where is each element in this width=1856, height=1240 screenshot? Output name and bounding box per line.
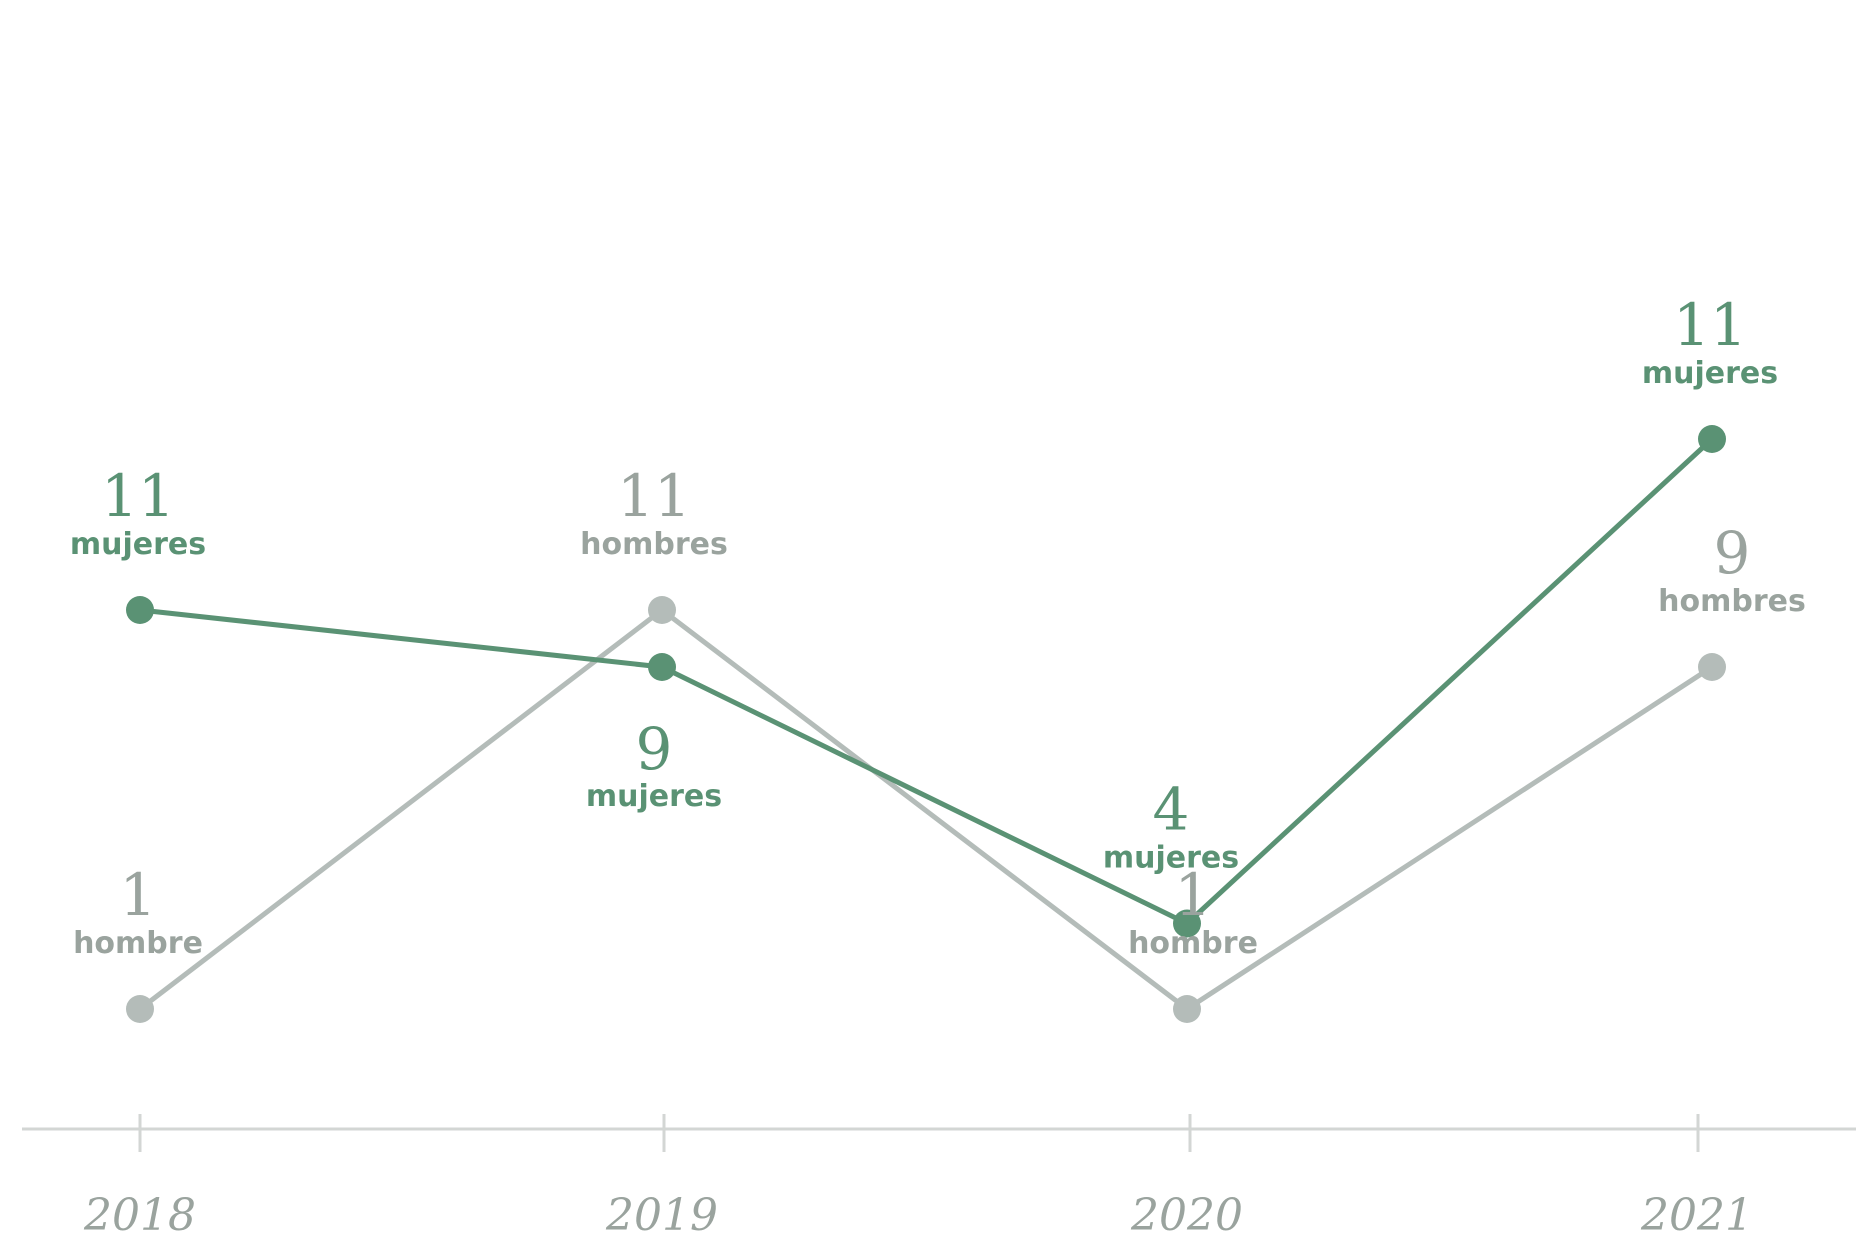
- data-label-unit-0-2018: mujeres: [70, 527, 206, 562]
- x-tick-label-2020: 2020: [1130, 1190, 1243, 1240]
- point-0-2018: [126, 596, 154, 624]
- x-axis-ticks: [138, 1114, 1700, 1152]
- data-label-value-1-2019: 11: [617, 462, 691, 530]
- data-label-value-1-2020: 1: [1175, 861, 1212, 929]
- data-label-unit-0-2020: mujeres: [1103, 841, 1239, 876]
- data-label-value-0-2018: 11: [101, 462, 175, 530]
- point-0-2021: [1698, 425, 1726, 453]
- data-label-value-1-2018: 1: [120, 861, 157, 929]
- x-tick-label-2018: 2018: [83, 1190, 196, 1240]
- series-line-0: [137, 436, 1715, 926]
- x-tick-label-2021: 2021: [1640, 1190, 1753, 1240]
- series-lines: [137, 436, 1715, 1012]
- data-label-value-0-2019: 9: [636, 715, 673, 783]
- data-label-unit-1-2019: hombres: [580, 527, 728, 562]
- point-0-2019: [648, 653, 676, 681]
- series-line-1: [137, 607, 1715, 1012]
- x-tick-label-2019: 2019: [605, 1190, 718, 1240]
- point-1-2020: [1173, 995, 1201, 1023]
- point-1-2019: [648, 596, 676, 624]
- data-label-unit-1-2021: hombres: [1658, 584, 1806, 619]
- data-label-unit-0-2021: mujeres: [1642, 356, 1778, 391]
- x-axis-tick-labels: 2018 2019 2020 2021: [83, 1190, 1753, 1240]
- data-label-unit-1-2020: hombre: [1128, 926, 1258, 961]
- point-1-2021: [1698, 653, 1726, 681]
- point-0-2020: [1173, 909, 1201, 938]
- data-label-value-0-2021: 11: [1673, 291, 1747, 359]
- series-points: [126, 425, 1726, 1023]
- data-label-unit-1-2018: hombre: [73, 926, 203, 961]
- data-label-value-0-2020: 4: [1153, 776, 1190, 844]
- point-1-2018: [126, 995, 154, 1023]
- data-label-unit-0-2019: mujeres: [586, 779, 722, 814]
- data-label-value-1-2021: 9: [1714, 519, 1751, 587]
